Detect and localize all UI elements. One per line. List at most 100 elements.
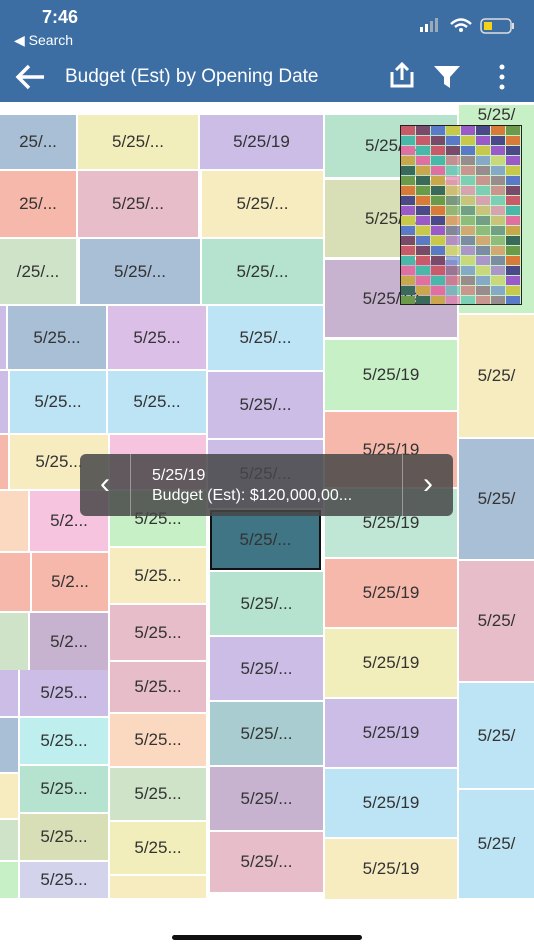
minimap-cell — [491, 166, 505, 175]
tile[interactable]: 5/25... — [110, 822, 206, 874]
tooltip-detail: Budget (Est): $120,000,00... — [152, 487, 353, 504]
tile[interactable] — [0, 491, 28, 551]
back-arrow[interactable] — [14, 62, 48, 92]
minimap-cell — [461, 216, 475, 225]
tile[interactable]: 5/25/... — [210, 767, 323, 830]
minimap-cell — [506, 286, 520, 295]
tile[interactable]: 5/25/... — [210, 832, 323, 892]
back-to-search[interactable]: ◀ Search — [14, 32, 74, 48]
tile[interactable]: 5/2... — [32, 553, 108, 611]
tile[interactable]: 5/25/... — [208, 372, 323, 438]
tile[interactable]: 5/25... — [110, 548, 206, 603]
tile[interactable]: 5/25... — [10, 371, 106, 433]
minimap — [400, 125, 522, 305]
tile[interactable]: 5/25/ — [459, 315, 534, 437]
tile[interactable]: 5/25/ — [459, 561, 534, 681]
toolbar[interactable] — [384, 60, 524, 92]
tile[interactable] — [0, 306, 6, 369]
minimap-cell — [476, 236, 490, 245]
back-label: Search — [28, 32, 74, 48]
tile[interactable]: /25/... — [0, 239, 76, 304]
tile[interactable] — [0, 613, 28, 670]
minimap-cell — [431, 186, 445, 195]
tile[interactable]: 5/25/ — [459, 683, 534, 788]
minimap-cell — [506, 296, 520, 304]
tile[interactable]: 5/25/19 — [325, 699, 457, 767]
minimap-cell — [491, 286, 505, 295]
tile[interactable]: 5/25/19 — [325, 559, 457, 627]
selected-tile[interactable]: 5/25/... — [210, 510, 321, 570]
tile[interactable] — [0, 718, 18, 772]
minimap-cell — [401, 246, 415, 255]
minimap-cell — [491, 206, 505, 215]
tile[interactable]: 5/25... — [20, 718, 108, 764]
tile[interactable]: 5/25... — [20, 670, 108, 716]
tile[interactable]: 5/25... — [108, 371, 206, 433]
minimap-cell — [476, 226, 490, 235]
minimap-cell — [416, 146, 430, 155]
minimap-cell — [491, 216, 505, 225]
tile[interactable]: 5/25/19 — [325, 839, 457, 899]
minimap-cell — [461, 176, 475, 185]
tile[interactable]: 5/25... — [8, 306, 106, 369]
tile[interactable]: 5/25/... — [208, 306, 323, 370]
tile[interactable]: 5/25/... — [78, 171, 198, 237]
tile[interactable]: 5/2... — [30, 613, 108, 670]
tile[interactable]: 5/25... — [20, 862, 108, 898]
tile[interactable]: 5/25/19 — [325, 629, 457, 697]
tile[interactable] — [0, 435, 8, 489]
minimap-cell — [461, 156, 475, 165]
tile[interactable] — [0, 670, 18, 716]
minimap-cell — [446, 276, 460, 285]
tile[interactable]: 5/25... — [110, 714, 206, 766]
minimap-cell — [446, 176, 460, 185]
minimap-cell — [446, 216, 460, 225]
tile[interactable]: 25/... — [0, 171, 76, 237]
tile[interactable]: 5/25/... — [210, 637, 323, 700]
minimap-cell — [461, 236, 475, 245]
minimap-cell — [491, 156, 505, 165]
minimap-cell — [506, 206, 520, 215]
tile[interactable] — [0, 553, 30, 611]
tile[interactable]: 5/25/... — [80, 239, 200, 304]
tooltip-title: 5/25/19 — [152, 467, 206, 484]
tile[interactable]: 5/25... — [110, 662, 206, 712]
tile[interactable] — [0, 774, 18, 818]
minimap-cell — [401, 196, 415, 205]
tile[interactable]: 5/25/ — [459, 439, 534, 559]
tile[interactable]: 5/25/ — [459, 790, 534, 898]
tile[interactable]: 5/25... — [20, 766, 108, 812]
minimap-cell — [416, 206, 430, 215]
tile[interactable] — [110, 876, 206, 898]
tile[interactable]: 5/25/... — [210, 702, 323, 765]
tile[interactable]: 5/25... — [110, 768, 206, 820]
minimap-cell — [401, 136, 415, 145]
minimap-cell — [416, 176, 430, 185]
minimap-cell — [446, 196, 460, 205]
minimap-cell — [491, 246, 505, 255]
tile[interactable]: 5/25/... — [202, 171, 323, 237]
next-button[interactable]: › — [402, 454, 453, 516]
tile[interactable]: 5/25... — [110, 605, 206, 660]
minimap-cell — [446, 256, 460, 265]
tile[interactable]: 5/25/... — [78, 115, 198, 169]
tile[interactable]: 5/25... — [20, 814, 108, 860]
tile[interactable]: 5/25/19 — [325, 340, 457, 410]
tile[interactable]: 5/25... — [108, 306, 206, 369]
minimap-cell — [506, 246, 520, 255]
tile[interactable]: 5/25/... — [210, 572, 323, 635]
minimap-cell — [431, 166, 445, 175]
prev-button[interactable]: ‹ — [80, 454, 131, 516]
tile[interactable]: 25/... — [0, 115, 76, 169]
tile[interactable]: 5/25/19 — [325, 769, 457, 837]
tile[interactable] — [0, 820, 18, 860]
minimap-cell — [416, 226, 430, 235]
tile[interactable] — [0, 371, 8, 433]
tile[interactable]: 5/25/19 — [200, 115, 323, 169]
minimap-cell — [431, 176, 445, 185]
minimap-cell — [416, 296, 430, 304]
tile[interactable] — [0, 862, 18, 898]
tile[interactable]: 5/25/... — [202, 239, 323, 304]
minimap-cell — [401, 216, 415, 225]
